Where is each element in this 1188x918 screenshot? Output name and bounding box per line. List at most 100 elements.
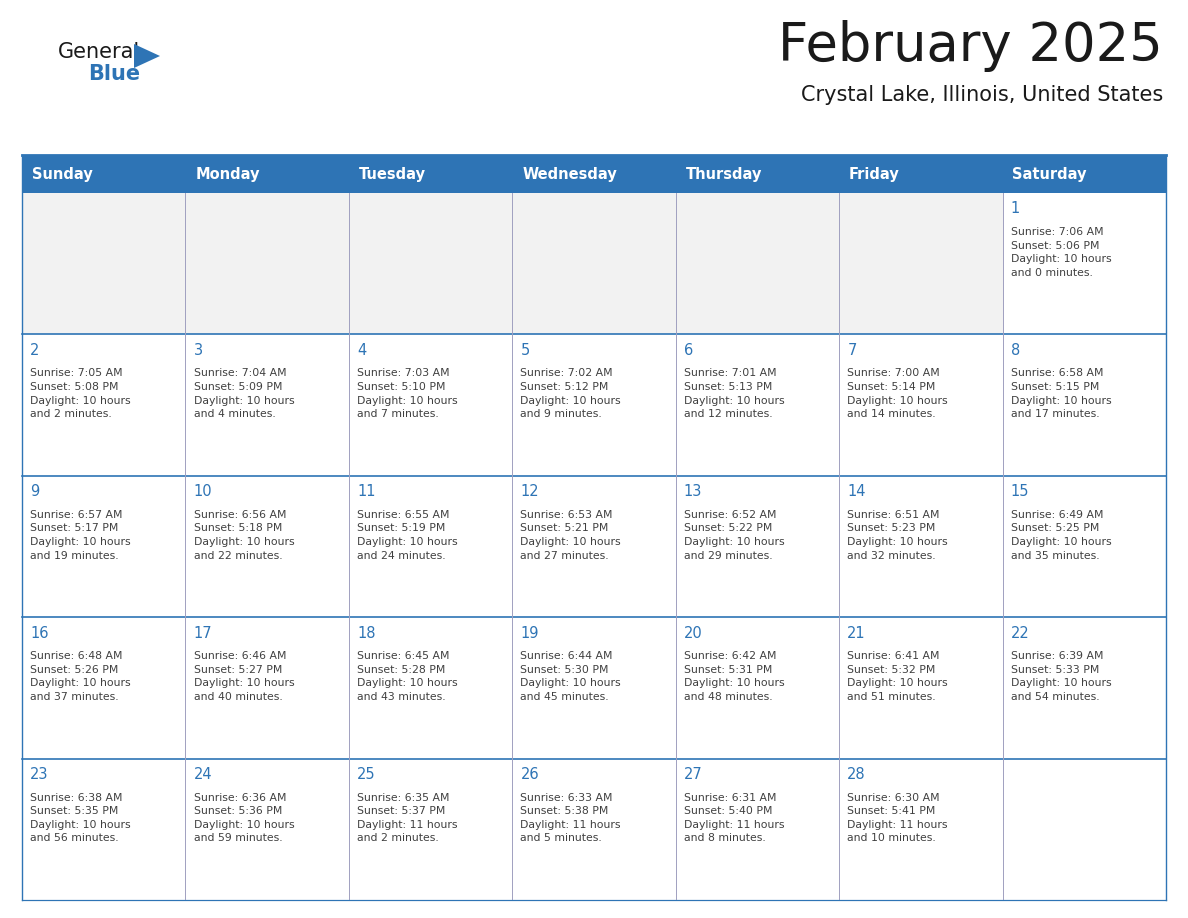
Text: Saturday: Saturday xyxy=(1012,166,1087,182)
Text: 4: 4 xyxy=(358,343,366,358)
Text: Sunrise: 7:00 AM
Sunset: 5:14 PM
Daylight: 10 hours
and 14 minutes.: Sunrise: 7:00 AM Sunset: 5:14 PM Dayligh… xyxy=(847,368,948,420)
Bar xyxy=(185,758,349,900)
Text: Sunrise: 6:35 AM
Sunset: 5:37 PM
Daylight: 11 hours
and 2 minutes.: Sunrise: 6:35 AM Sunset: 5:37 PM Dayligh… xyxy=(358,792,457,844)
Text: Sunrise: 7:01 AM
Sunset: 5:13 PM
Daylight: 10 hours
and 12 minutes.: Sunrise: 7:01 AM Sunset: 5:13 PM Dayligh… xyxy=(684,368,784,420)
Text: Sunrise: 6:42 AM
Sunset: 5:31 PM
Daylight: 10 hours
and 48 minutes.: Sunrise: 6:42 AM Sunset: 5:31 PM Dayligh… xyxy=(684,651,784,702)
Text: 7: 7 xyxy=(847,343,857,358)
Bar xyxy=(512,476,676,617)
Bar xyxy=(1003,334,1165,476)
Bar xyxy=(839,155,1003,193)
Text: 14: 14 xyxy=(847,485,866,499)
Text: 19: 19 xyxy=(520,626,539,641)
Text: 2: 2 xyxy=(30,343,39,358)
Text: 20: 20 xyxy=(684,626,702,641)
Text: Sunrise: 6:58 AM
Sunset: 5:15 PM
Daylight: 10 hours
and 17 minutes.: Sunrise: 6:58 AM Sunset: 5:15 PM Dayligh… xyxy=(1011,368,1111,420)
Text: 21: 21 xyxy=(847,626,866,641)
Text: 15: 15 xyxy=(1011,485,1029,499)
Bar xyxy=(349,758,512,900)
Text: 6: 6 xyxy=(684,343,693,358)
Bar xyxy=(676,758,839,900)
Text: Sunrise: 6:53 AM
Sunset: 5:21 PM
Daylight: 10 hours
and 27 minutes.: Sunrise: 6:53 AM Sunset: 5:21 PM Dayligh… xyxy=(520,509,621,561)
Bar xyxy=(676,617,839,758)
Text: Sunrise: 6:30 AM
Sunset: 5:41 PM
Daylight: 11 hours
and 10 minutes.: Sunrise: 6:30 AM Sunset: 5:41 PM Dayligh… xyxy=(847,792,948,844)
Text: Sunrise: 7:05 AM
Sunset: 5:08 PM
Daylight: 10 hours
and 2 minutes.: Sunrise: 7:05 AM Sunset: 5:08 PM Dayligh… xyxy=(30,368,131,420)
Bar xyxy=(185,617,349,758)
Text: Monday: Monday xyxy=(195,166,260,182)
Bar xyxy=(1003,617,1165,758)
Bar xyxy=(349,617,512,758)
Text: 12: 12 xyxy=(520,485,539,499)
Text: 5: 5 xyxy=(520,343,530,358)
Bar xyxy=(676,476,839,617)
Text: Sunrise: 6:48 AM
Sunset: 5:26 PM
Daylight: 10 hours
and 37 minutes.: Sunrise: 6:48 AM Sunset: 5:26 PM Dayligh… xyxy=(30,651,131,702)
Bar xyxy=(185,155,349,193)
Text: Thursday: Thursday xyxy=(685,166,762,182)
Bar xyxy=(512,334,676,476)
Bar xyxy=(839,334,1003,476)
Bar xyxy=(512,617,676,758)
Bar xyxy=(23,758,185,900)
Text: Sunrise: 6:45 AM
Sunset: 5:28 PM
Daylight: 10 hours
and 43 minutes.: Sunrise: 6:45 AM Sunset: 5:28 PM Dayligh… xyxy=(358,651,457,702)
Bar xyxy=(512,758,676,900)
Text: Sunrise: 7:02 AM
Sunset: 5:12 PM
Daylight: 10 hours
and 9 minutes.: Sunrise: 7:02 AM Sunset: 5:12 PM Dayligh… xyxy=(520,368,621,420)
Text: Sunrise: 6:38 AM
Sunset: 5:35 PM
Daylight: 10 hours
and 56 minutes.: Sunrise: 6:38 AM Sunset: 5:35 PM Dayligh… xyxy=(30,792,131,844)
Text: Wednesday: Wednesday xyxy=(522,166,617,182)
Text: Sunrise: 6:51 AM
Sunset: 5:23 PM
Daylight: 10 hours
and 32 minutes.: Sunrise: 6:51 AM Sunset: 5:23 PM Dayligh… xyxy=(847,509,948,561)
Bar xyxy=(676,193,839,334)
Bar xyxy=(1003,758,1165,900)
Bar xyxy=(349,155,512,193)
Text: Sunrise: 6:41 AM
Sunset: 5:32 PM
Daylight: 10 hours
and 51 minutes.: Sunrise: 6:41 AM Sunset: 5:32 PM Dayligh… xyxy=(847,651,948,702)
Bar xyxy=(1003,193,1165,334)
Bar xyxy=(349,476,512,617)
Polygon shape xyxy=(134,44,160,68)
Bar xyxy=(23,193,185,334)
Bar xyxy=(23,155,185,193)
Text: 23: 23 xyxy=(30,767,49,782)
Text: Sunrise: 6:39 AM
Sunset: 5:33 PM
Daylight: 10 hours
and 54 minutes.: Sunrise: 6:39 AM Sunset: 5:33 PM Dayligh… xyxy=(1011,651,1111,702)
Text: Sunrise: 6:31 AM
Sunset: 5:40 PM
Daylight: 11 hours
and 8 minutes.: Sunrise: 6:31 AM Sunset: 5:40 PM Dayligh… xyxy=(684,792,784,844)
Text: 3: 3 xyxy=(194,343,203,358)
Bar xyxy=(839,193,1003,334)
Text: Sunrise: 6:49 AM
Sunset: 5:25 PM
Daylight: 10 hours
and 35 minutes.: Sunrise: 6:49 AM Sunset: 5:25 PM Dayligh… xyxy=(1011,509,1111,561)
Text: Sunrise: 6:56 AM
Sunset: 5:18 PM
Daylight: 10 hours
and 22 minutes.: Sunrise: 6:56 AM Sunset: 5:18 PM Dayligh… xyxy=(194,509,295,561)
Bar xyxy=(185,193,349,334)
Text: Blue: Blue xyxy=(88,64,140,84)
Text: Sunrise: 6:57 AM
Sunset: 5:17 PM
Daylight: 10 hours
and 19 minutes.: Sunrise: 6:57 AM Sunset: 5:17 PM Dayligh… xyxy=(30,509,131,561)
Text: 8: 8 xyxy=(1011,343,1020,358)
Text: Sunrise: 6:55 AM
Sunset: 5:19 PM
Daylight: 10 hours
and 24 minutes.: Sunrise: 6:55 AM Sunset: 5:19 PM Dayligh… xyxy=(358,509,457,561)
Bar xyxy=(1003,155,1165,193)
Bar xyxy=(512,155,676,193)
Text: 10: 10 xyxy=(194,485,213,499)
Text: 26: 26 xyxy=(520,767,539,782)
Bar xyxy=(676,155,839,193)
Text: Tuesday: Tuesday xyxy=(359,166,425,182)
Text: 13: 13 xyxy=(684,485,702,499)
Bar xyxy=(23,617,185,758)
Text: 24: 24 xyxy=(194,767,213,782)
Text: Friday: Friday xyxy=(849,166,899,182)
Text: Sunrise: 7:04 AM
Sunset: 5:09 PM
Daylight: 10 hours
and 4 minutes.: Sunrise: 7:04 AM Sunset: 5:09 PM Dayligh… xyxy=(194,368,295,420)
Bar xyxy=(349,334,512,476)
Text: 9: 9 xyxy=(30,485,39,499)
Text: 17: 17 xyxy=(194,626,213,641)
Bar xyxy=(349,193,512,334)
Text: Sunrise: 7:03 AM
Sunset: 5:10 PM
Daylight: 10 hours
and 7 minutes.: Sunrise: 7:03 AM Sunset: 5:10 PM Dayligh… xyxy=(358,368,457,420)
Bar xyxy=(23,476,185,617)
Text: 22: 22 xyxy=(1011,626,1030,641)
Bar xyxy=(512,193,676,334)
Text: February 2025: February 2025 xyxy=(778,20,1163,72)
Text: Sunrise: 7:06 AM
Sunset: 5:06 PM
Daylight: 10 hours
and 0 minutes.: Sunrise: 7:06 AM Sunset: 5:06 PM Dayligh… xyxy=(1011,227,1111,278)
Text: 25: 25 xyxy=(358,767,375,782)
Text: Sunrise: 6:52 AM
Sunset: 5:22 PM
Daylight: 10 hours
and 29 minutes.: Sunrise: 6:52 AM Sunset: 5:22 PM Dayligh… xyxy=(684,509,784,561)
Text: Sunday: Sunday xyxy=(32,166,93,182)
Bar xyxy=(839,617,1003,758)
Text: General: General xyxy=(58,42,140,62)
Bar xyxy=(676,334,839,476)
Text: 28: 28 xyxy=(847,767,866,782)
Bar xyxy=(185,476,349,617)
Bar xyxy=(839,476,1003,617)
Text: Sunrise: 6:36 AM
Sunset: 5:36 PM
Daylight: 10 hours
and 59 minutes.: Sunrise: 6:36 AM Sunset: 5:36 PM Dayligh… xyxy=(194,792,295,844)
Text: 18: 18 xyxy=(358,626,375,641)
Text: 1: 1 xyxy=(1011,201,1020,217)
Text: Sunrise: 6:46 AM
Sunset: 5:27 PM
Daylight: 10 hours
and 40 minutes.: Sunrise: 6:46 AM Sunset: 5:27 PM Dayligh… xyxy=(194,651,295,702)
